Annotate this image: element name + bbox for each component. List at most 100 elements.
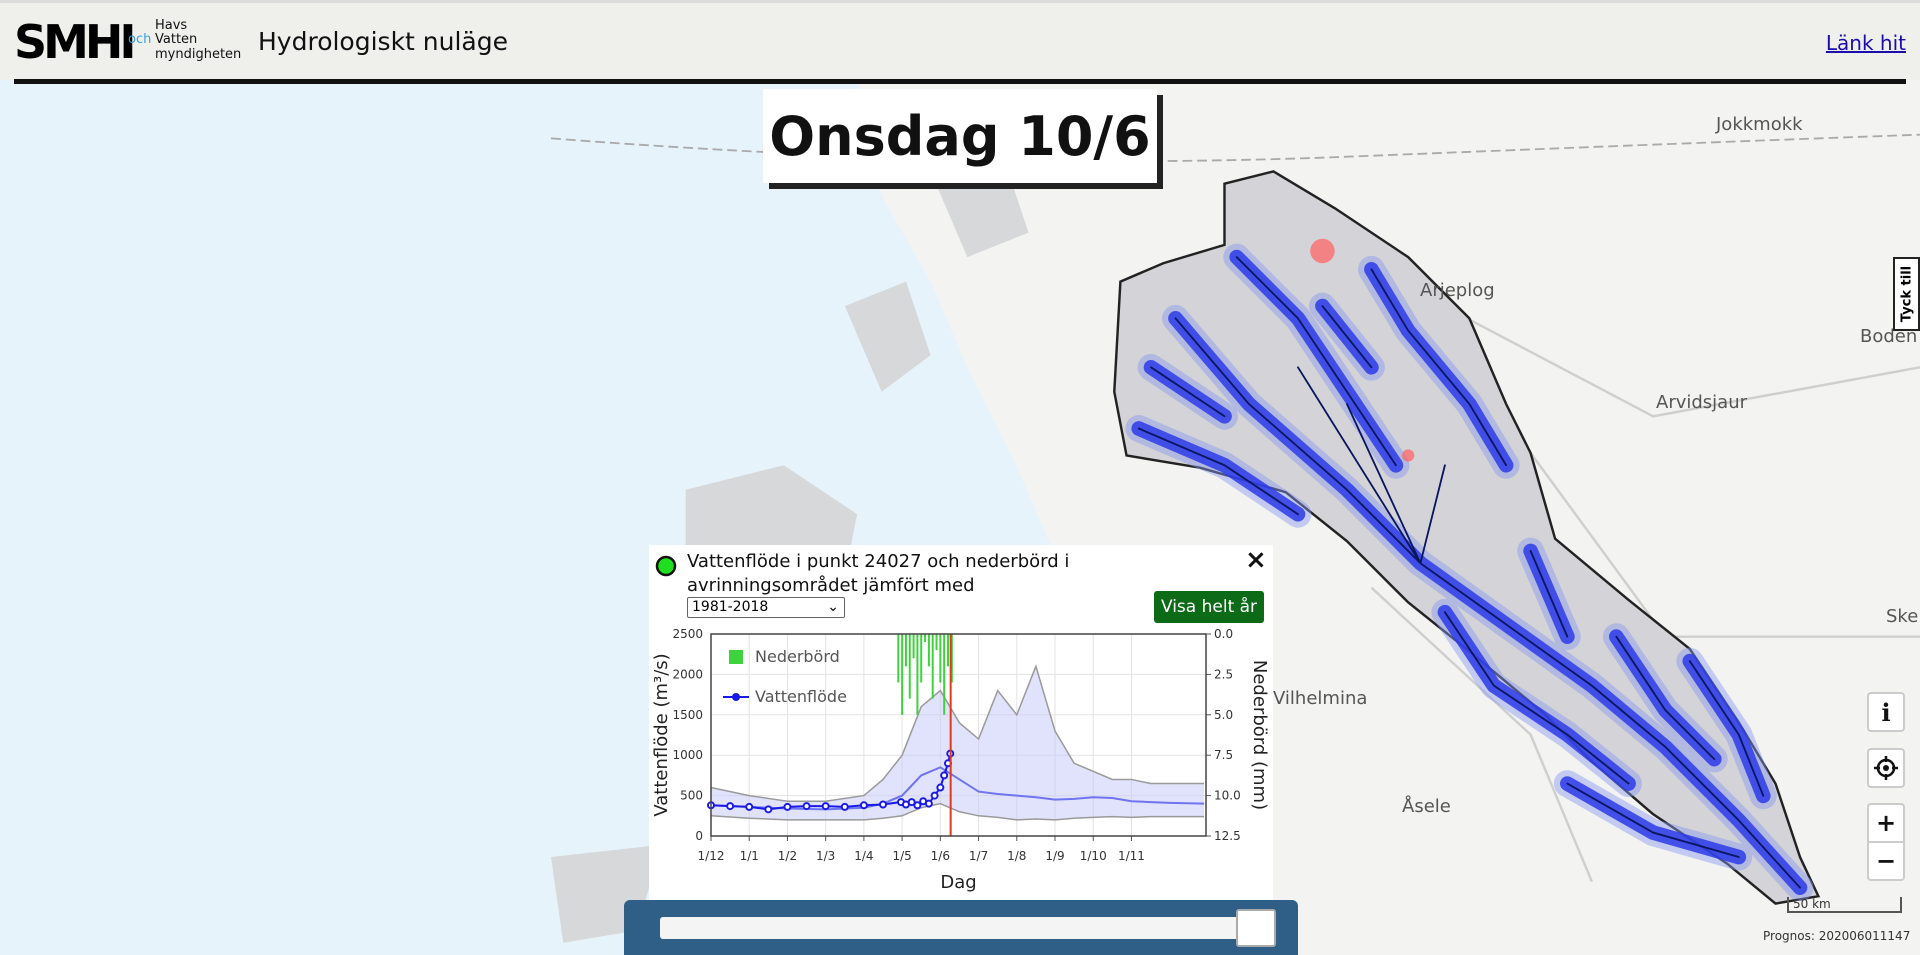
precip-bar xyxy=(904,634,907,667)
slider-track[interactable] xyxy=(660,917,1240,939)
precip-bar xyxy=(912,634,915,659)
zoom-out[interactable]: − xyxy=(1867,841,1905,881)
flow-point xyxy=(936,783,945,792)
feedback-label: Tyck till xyxy=(1899,265,1914,323)
place-label: Vilhelmina xyxy=(1273,688,1368,709)
dropdown-arrow: ⌄ xyxy=(827,599,839,615)
zoom-in[interactable]: + xyxy=(1867,803,1905,843)
page-title: Hydrologiskt nuläge xyxy=(258,27,508,56)
slider-thumb[interactable] xyxy=(1236,909,1276,947)
range-band xyxy=(711,666,1205,820)
alert-spot xyxy=(1402,449,1415,462)
header: SMHI Havs och Vatten myndigheten Hydrolo… xyxy=(0,0,1920,80)
scale-bar: 50 km xyxy=(1787,897,1902,913)
popup-title: Vattenflöde i punkt 24027 och nederbörd … xyxy=(687,551,1070,596)
precip-bar xyxy=(950,634,953,683)
flow-point xyxy=(924,799,933,808)
flow-point xyxy=(913,801,922,810)
flow-point xyxy=(745,802,754,811)
link[interactable]: Länk hit xyxy=(1825,31,1906,55)
x-tick-label: 1/7 xyxy=(969,849,988,863)
legend-swatch xyxy=(729,650,743,664)
partner-text: myndigheten xyxy=(155,47,242,62)
logo: SMHI xyxy=(14,15,137,69)
precip-bar xyxy=(943,634,946,715)
time-slider xyxy=(624,900,1298,955)
info-button[interactable]: i xyxy=(1867,692,1905,732)
popup: Vattenflöde i punkt 24027 och nederbörd … xyxy=(649,545,1273,900)
flow-point xyxy=(907,798,916,807)
precip-bar xyxy=(939,634,942,683)
locate-button[interactable] xyxy=(1867,748,1905,788)
x-tick-label: 1/6 xyxy=(931,849,950,863)
precip-bar xyxy=(927,634,930,667)
show-year-button[interactable]: Visa helt år xyxy=(1154,591,1264,623)
y-tick-label: 500 xyxy=(680,789,703,803)
y2-tick-label: 5.0 xyxy=(1214,708,1233,722)
flow-point xyxy=(930,791,939,800)
rivers xyxy=(1125,243,1814,902)
place-label: Ske xyxy=(1886,606,1919,627)
flow-point xyxy=(940,771,949,780)
period-select[interactable]: 1981-2018 ⌄ xyxy=(687,597,845,618)
chart: 1/12 1/1 1/2 1/3 1/4 1/5 1/6 1/7 1/8 1/9 1/10 1/11 0… xyxy=(651,627,1270,893)
x-axis-label: Dag xyxy=(940,872,976,893)
y2-tick-label: 7.5 xyxy=(1214,748,1233,762)
period-value: 1981-2018 xyxy=(692,599,769,615)
x-tick-label: 1/5 xyxy=(892,849,911,863)
x-tick-label: 1/11 xyxy=(1118,849,1145,863)
y-tick-label: 2500 xyxy=(672,627,703,641)
flow-point xyxy=(802,802,811,811)
border xyxy=(550,133,1920,163)
date-label: Onsdag 10/6 xyxy=(763,89,1157,183)
forecast-label: Prognos: 202006011147 xyxy=(1763,929,1911,943)
precip-bar xyxy=(946,634,949,667)
precip-bar xyxy=(935,634,938,651)
flow-point xyxy=(821,802,830,811)
legend-swatch xyxy=(732,693,740,701)
flow-point xyxy=(783,802,792,811)
place-label: Arjeplog xyxy=(1420,280,1495,301)
legend-label: Vattenflöde xyxy=(755,687,847,706)
x-tick-label: 1/3 xyxy=(816,849,835,863)
x-tick-label: 1/8 xyxy=(1007,849,1026,863)
place-label: Jokkmokk xyxy=(1716,114,1803,135)
precip-bar xyxy=(924,634,927,643)
y2-tick-label: 0.0 xyxy=(1214,627,1233,641)
partner-text: Havs xyxy=(155,18,188,33)
y-axis-label: Vattenflöde (m³/s) xyxy=(651,653,672,816)
min-line xyxy=(710,802,1205,821)
y-tick-label: 1000 xyxy=(672,748,703,762)
close-button[interactable]: × xyxy=(1245,545,1267,575)
y-tick-label: 0 xyxy=(695,829,703,843)
flow-point xyxy=(764,805,773,814)
precip-bar xyxy=(901,634,904,715)
place-label: Åsele xyxy=(1402,796,1451,817)
x-tick-label: 1/2 xyxy=(778,849,797,863)
y-tick-label: 2000 xyxy=(672,667,703,681)
x-tick-label: 1/1 xyxy=(740,849,759,863)
precip-bar xyxy=(916,634,919,715)
x-tick-label: 1/10 xyxy=(1080,849,1107,863)
precip-bar xyxy=(908,634,911,699)
status-dot xyxy=(655,555,677,577)
plot-frame xyxy=(710,633,1207,837)
place-label: Arvidsjaur xyxy=(1656,392,1748,413)
flow-point xyxy=(840,802,849,811)
y-tick-label: 1500 xyxy=(672,708,703,722)
precip-bar xyxy=(897,634,900,683)
alert-spot xyxy=(1310,238,1335,264)
precip-bar xyxy=(931,634,934,699)
y2-tick-label: 2.5 xyxy=(1214,667,1233,681)
x-tick-label: 1/12 xyxy=(698,849,725,863)
precip-bar xyxy=(920,634,923,683)
flow-point xyxy=(879,800,888,809)
feedback-tab[interactable]: Tyck till xyxy=(1893,257,1920,331)
locate-icon xyxy=(1874,756,1898,780)
x-tick-label: 1/4 xyxy=(854,849,873,863)
partner-text: och xyxy=(128,32,152,47)
x-tick-label: 1/9 xyxy=(1045,849,1064,863)
flow-point xyxy=(726,802,735,811)
